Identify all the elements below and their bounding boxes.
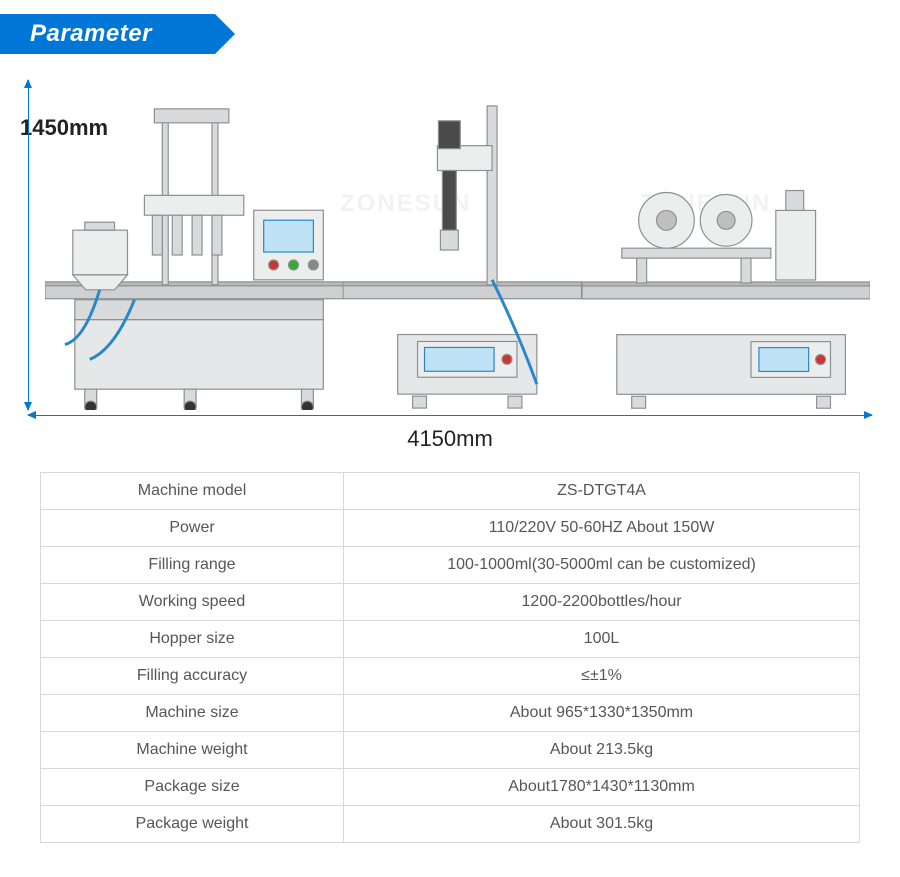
spec-label: Power (41, 510, 344, 547)
spec-label: Filling accuracy (41, 658, 344, 695)
table-row: Working speed1200-2200bottles/hour (41, 584, 860, 621)
table-row: Package weightAbout 301.5kg (41, 806, 860, 843)
vertical-dimension-line (28, 80, 29, 410)
table-row: Filling range100-1000ml(30-5000ml can be… (41, 547, 860, 584)
page-title: Parameter (30, 14, 152, 54)
table-row: Filling accuracy≤±1% (41, 658, 860, 695)
spec-label: Machine model (41, 473, 344, 510)
table-row: Machine modelZS-DTGT4A (41, 473, 860, 510)
spec-table: Machine modelZS-DTGT4APower110/220V 50-6… (40, 472, 860, 843)
spec-label: Machine size (41, 695, 344, 732)
spec-label: Working speed (41, 584, 344, 621)
table-row: Power110/220V 50-60HZ About 150W (41, 510, 860, 547)
filling-machine-icon (45, 100, 343, 410)
labeling-machine-icon (582, 150, 870, 410)
machine-illustration (45, 90, 870, 410)
spec-label: Filling range (41, 547, 344, 584)
spec-label: Package weight (41, 806, 344, 843)
spec-label: Machine weight (41, 732, 344, 769)
spec-value: 110/220V 50-60HZ About 150W (344, 510, 860, 547)
table-row: Package sizeAbout1780*1430*1130mm (41, 769, 860, 806)
spec-value: About 213.5kg (344, 732, 860, 769)
table-row: Hopper size100L (41, 621, 860, 658)
spec-value: About1780*1430*1130mm (344, 769, 860, 806)
spec-value: 100-1000ml(30-5000ml can be customized) (344, 547, 860, 584)
spec-label: Hopper size (41, 621, 344, 658)
spec-value: ≤±1% (344, 658, 860, 695)
width-dimension-label: 4150mm (407, 426, 493, 452)
table-row: Machine weightAbout 213.5kg (41, 732, 860, 769)
spec-value: About 965*1330*1350mm (344, 695, 860, 732)
spec-value: About 301.5kg (344, 806, 860, 843)
spec-value: 100L (344, 621, 860, 658)
dimension-diagram: 1450mm 4150mm ZONESUN ZONESUN (20, 70, 880, 460)
capping-machine-icon (343, 100, 582, 410)
parameter-table: Machine modelZS-DTGT4APower110/220V 50-6… (40, 472, 860, 843)
spec-value: 1200-2200bottles/hour (344, 584, 860, 621)
spec-label: Package size (41, 769, 344, 806)
spec-value: ZS-DTGT4A (344, 473, 860, 510)
horizontal-dimension-line (28, 415, 872, 416)
table-row: Machine sizeAbout 965*1330*1350mm (41, 695, 860, 732)
